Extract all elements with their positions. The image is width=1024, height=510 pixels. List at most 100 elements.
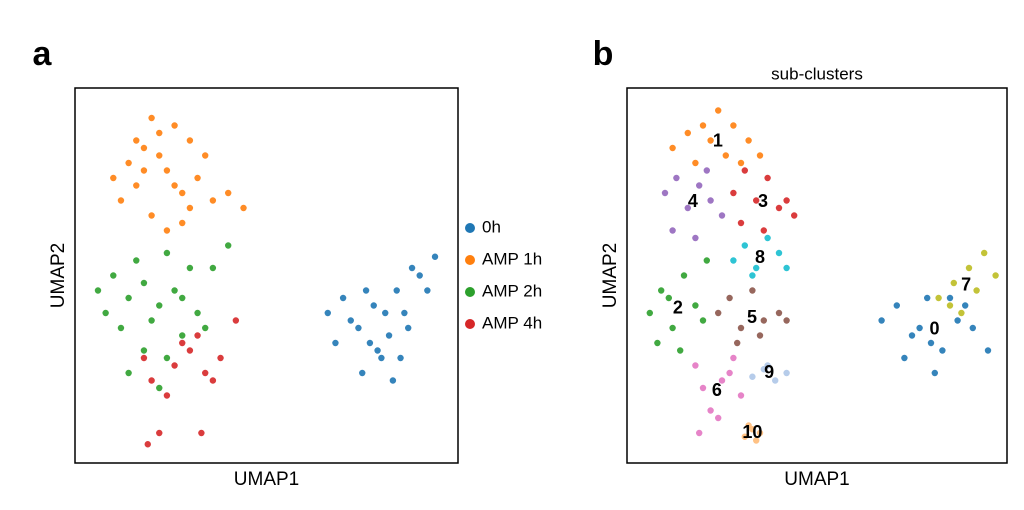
point bbox=[148, 317, 155, 324]
legend-swatch bbox=[465, 255, 475, 265]
point bbox=[973, 287, 980, 294]
point bbox=[760, 317, 767, 324]
point bbox=[171, 287, 178, 294]
point bbox=[194, 309, 201, 317]
point bbox=[179, 219, 186, 227]
point bbox=[424, 287, 431, 294]
point bbox=[171, 362, 178, 369]
cluster-label: 7 bbox=[961, 275, 971, 295]
legend-swatch bbox=[465, 223, 475, 233]
cluster-label: 6 bbox=[712, 380, 722, 400]
point bbox=[718, 212, 726, 219]
point bbox=[684, 129, 691, 137]
point bbox=[202, 324, 209, 332]
point bbox=[102, 309, 109, 317]
legend-label: AMP 2h bbox=[482, 281, 542, 300]
point bbox=[715, 414, 722, 422]
point bbox=[684, 204, 691, 212]
point bbox=[332, 339, 339, 347]
point bbox=[764, 362, 771, 369]
point bbox=[125, 369, 132, 377]
point bbox=[133, 137, 140, 144]
point bbox=[393, 287, 400, 294]
point bbox=[927, 339, 935, 347]
point bbox=[946, 294, 954, 302]
point bbox=[133, 182, 140, 189]
point bbox=[692, 302, 699, 309]
point bbox=[730, 122, 737, 129]
panel-label: b bbox=[593, 35, 614, 73]
point bbox=[783, 264, 790, 272]
point bbox=[696, 182, 703, 189]
point bbox=[756, 429, 764, 437]
cluster-label: 9 bbox=[764, 362, 774, 382]
point bbox=[125, 159, 132, 167]
point bbox=[756, 152, 764, 159]
point bbox=[749, 287, 756, 294]
point bbox=[658, 287, 665, 294]
point bbox=[198, 429, 205, 437]
point bbox=[140, 279, 148, 287]
point bbox=[692, 159, 699, 167]
point bbox=[737, 159, 745, 167]
point bbox=[699, 384, 707, 392]
point bbox=[148, 377, 155, 384]
point bbox=[240, 204, 247, 212]
point bbox=[908, 332, 916, 339]
point bbox=[992, 272, 999, 279]
point bbox=[156, 384, 163, 392]
point bbox=[981, 249, 988, 257]
point bbox=[163, 249, 171, 257]
point bbox=[144, 441, 151, 448]
point bbox=[950, 279, 957, 287]
point bbox=[347, 317, 354, 324]
point bbox=[374, 347, 381, 354]
point bbox=[156, 429, 163, 437]
point bbox=[431, 253, 439, 260]
chart-title: sub-clusters bbox=[771, 64, 863, 83]
point bbox=[707, 137, 714, 144]
point bbox=[753, 197, 760, 204]
point bbox=[140, 347, 148, 354]
point bbox=[654, 339, 661, 347]
point bbox=[878, 317, 885, 324]
point bbox=[416, 272, 423, 279]
point bbox=[362, 287, 370, 294]
point bbox=[140, 144, 148, 152]
point bbox=[156, 152, 163, 159]
point bbox=[179, 339, 186, 347]
point bbox=[163, 227, 171, 234]
y-axis-label: UMAP2 bbox=[48, 243, 69, 308]
point bbox=[753, 437, 760, 444]
point bbox=[924, 294, 931, 302]
point bbox=[179, 332, 186, 339]
point bbox=[324, 309, 331, 317]
point bbox=[703, 257, 710, 264]
point bbox=[209, 377, 217, 384]
point bbox=[965, 264, 973, 272]
point bbox=[703, 167, 710, 174]
point bbox=[958, 309, 965, 317]
point bbox=[186, 264, 194, 272]
cluster-label: 10 bbox=[742, 422, 762, 442]
point bbox=[764, 174, 771, 182]
point bbox=[669, 144, 676, 152]
point bbox=[745, 422, 752, 429]
cluster-label: 0 bbox=[930, 318, 940, 338]
point bbox=[117, 324, 125, 332]
point bbox=[901, 354, 908, 362]
point bbox=[370, 302, 377, 309]
point bbox=[730, 257, 737, 264]
point bbox=[931, 369, 938, 377]
point bbox=[696, 429, 703, 437]
point bbox=[665, 294, 672, 302]
point bbox=[916, 324, 923, 332]
point bbox=[110, 174, 117, 182]
point bbox=[669, 227, 676, 234]
legend-label: AMP 1h bbox=[482, 249, 542, 268]
point bbox=[232, 317, 240, 324]
point bbox=[209, 197, 217, 204]
point bbox=[680, 272, 688, 279]
point bbox=[156, 302, 163, 309]
panel-label: a bbox=[33, 35, 53, 73]
